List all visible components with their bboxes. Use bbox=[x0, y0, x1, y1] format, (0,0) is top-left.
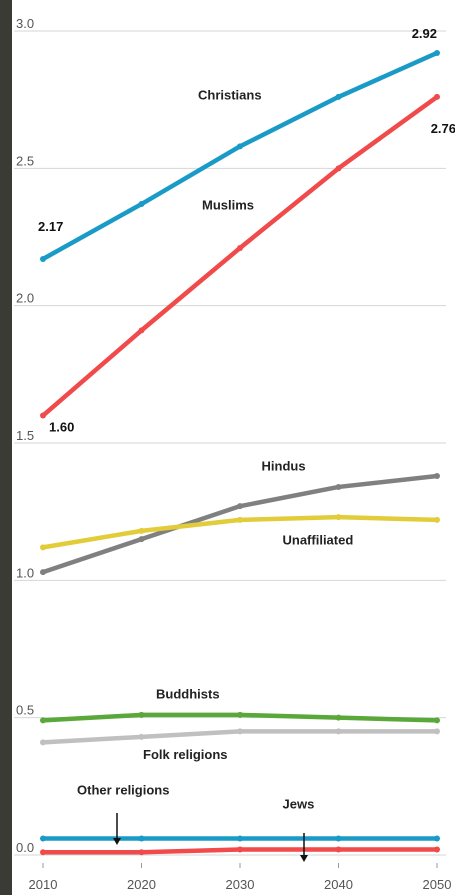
data-point-folk-religions bbox=[138, 733, 145, 740]
data-point-jews bbox=[40, 849, 46, 856]
data-point-other-religions bbox=[40, 835, 46, 842]
left-edge-bar bbox=[0, 0, 12, 895]
data-point-unaffiliated bbox=[434, 516, 440, 523]
data-point-christians bbox=[434, 49, 440, 56]
value-label: 2.17 bbox=[38, 219, 63, 234]
y-tick-label: 0.0 bbox=[16, 840, 34, 855]
x-tick-label: 2040 bbox=[324, 877, 353, 892]
data-point-muslims bbox=[335, 165, 342, 172]
data-point-folk-religions bbox=[335, 728, 342, 735]
data-point-buddhists bbox=[434, 717, 440, 724]
series-label-muslims: Muslims bbox=[202, 198, 254, 213]
data-point-hindus bbox=[335, 483, 342, 490]
data-point-hindus bbox=[40, 569, 46, 576]
data-point-other-religions bbox=[335, 835, 342, 842]
data-point-muslims bbox=[138, 327, 145, 334]
y-tick-label: 2.5 bbox=[16, 153, 34, 168]
data-point-folk-religions bbox=[237, 728, 243, 735]
data-point-hindus bbox=[138, 536, 145, 543]
data-point-jews bbox=[138, 849, 145, 856]
series-label-buddhists: Buddhists bbox=[156, 686, 220, 701]
series-label-jews: Jews bbox=[283, 796, 315, 811]
value-label: 1.60 bbox=[49, 420, 74, 435]
data-point-muslims bbox=[237, 244, 243, 251]
x-tick-label: 2020 bbox=[127, 877, 156, 892]
data-point-unaffiliated bbox=[138, 527, 145, 534]
y-tick-label: 3.0 bbox=[16, 16, 34, 31]
data-point-unaffiliated bbox=[237, 516, 243, 523]
series-label-folk-religions: Folk religions bbox=[143, 747, 228, 762]
other-religions-arrow-head bbox=[113, 838, 121, 845]
data-point-folk-religions bbox=[434, 728, 440, 735]
data-point-christians bbox=[138, 201, 145, 208]
data-point-jews bbox=[237, 846, 243, 853]
data-point-buddhists bbox=[237, 711, 243, 718]
series-line-hindus bbox=[40, 473, 440, 575]
data-point-other-religions bbox=[138, 835, 145, 842]
y-tick-label: 1.5 bbox=[16, 428, 34, 443]
y-tick-label: 2.0 bbox=[16, 291, 34, 306]
y-tick-label: 1.0 bbox=[16, 565, 34, 580]
data-point-buddhists bbox=[40, 717, 46, 724]
y-tick-label: 0.5 bbox=[16, 703, 34, 718]
data-point-unaffiliated bbox=[40, 544, 46, 551]
data-point-hindus bbox=[434, 472, 440, 479]
data-point-christians bbox=[40, 255, 46, 262]
data-point-buddhists bbox=[335, 714, 342, 721]
data-point-jews bbox=[434, 846, 440, 853]
value-label: 2.76 bbox=[431, 121, 455, 136]
x-tick-label: 2030 bbox=[226, 877, 255, 892]
data-point-jews bbox=[335, 846, 342, 853]
data-point-folk-religions bbox=[40, 739, 46, 746]
jews-arrow-head bbox=[300, 855, 308, 862]
data-point-other-religions bbox=[237, 835, 243, 842]
series-label-hindus: Hindus bbox=[262, 458, 306, 473]
data-point-other-religions bbox=[434, 835, 440, 842]
series-label-unaffiliated: Unaffiliated bbox=[283, 533, 354, 548]
data-point-muslims bbox=[40, 412, 46, 419]
x-tick-label: 2010 bbox=[29, 877, 58, 892]
data-point-buddhists bbox=[138, 711, 145, 718]
series-line-christians bbox=[40, 50, 440, 262]
data-point-christians bbox=[335, 93, 342, 100]
x-tick-label: 2050 bbox=[423, 877, 452, 892]
data-point-christians bbox=[237, 143, 243, 150]
data-point-hindus bbox=[237, 503, 243, 510]
value-label: 2.92 bbox=[412, 26, 437, 41]
data-point-unaffiliated bbox=[335, 514, 342, 521]
series-label-christians: Christians bbox=[198, 88, 262, 103]
series-label-other-religions: Other religions bbox=[77, 783, 169, 798]
data-point-muslims bbox=[434, 93, 440, 100]
